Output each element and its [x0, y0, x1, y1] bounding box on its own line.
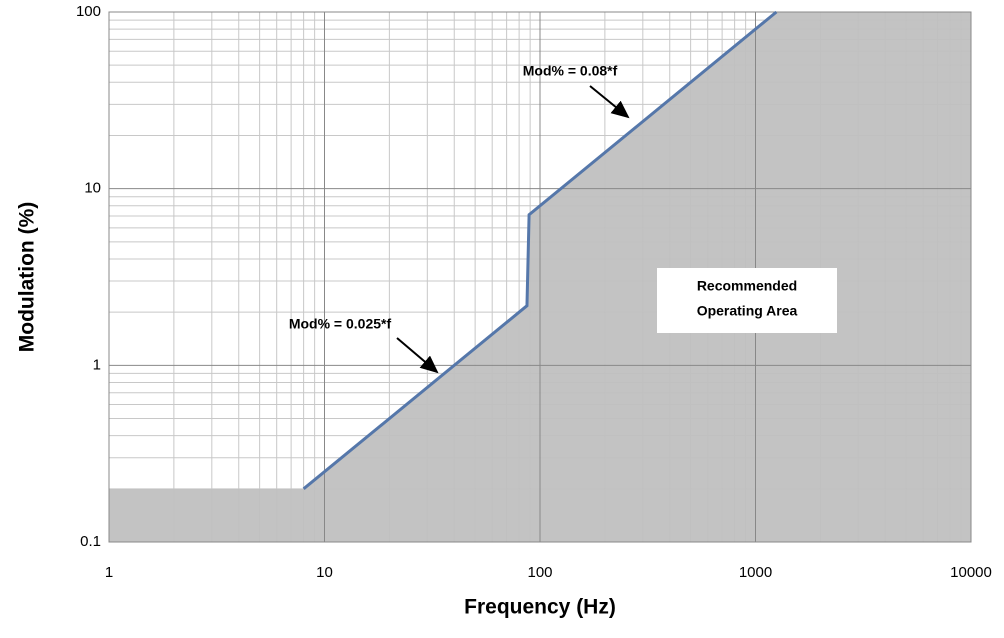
y-axis-title: Modulation (%)	[16, 202, 39, 352]
area-label-box	[657, 268, 837, 333]
x-tick-label: 10000	[950, 564, 992, 581]
annotation: Mod% = 0.025*f	[289, 316, 392, 332]
area-label: Operating Area	[697, 303, 798, 319]
annotation-arrow	[396, 337, 439, 374]
x-tick-label: 10	[316, 564, 333, 581]
annotation-arrow	[589, 85, 630, 119]
x-tick-label: 1	[105, 564, 113, 581]
x-tick-label: 1000	[739, 564, 772, 581]
annotation: Mod% = 0.08*f	[523, 63, 618, 79]
line	[302, 10, 778, 490]
plot-border	[108, 11, 972, 543]
y-tick-label: 100	[76, 3, 101, 20]
x-tick-label: 100	[527, 564, 552, 581]
plot-area	[108, 10, 972, 543]
y-tick-label: 10	[84, 180, 101, 197]
x-axis-title: Frequency (Hz)	[464, 596, 616, 619]
y-tick-label: 1	[93, 356, 101, 373]
area-label: Recommended	[697, 278, 797, 294]
y-tick-label: 0.1	[80, 533, 101, 550]
